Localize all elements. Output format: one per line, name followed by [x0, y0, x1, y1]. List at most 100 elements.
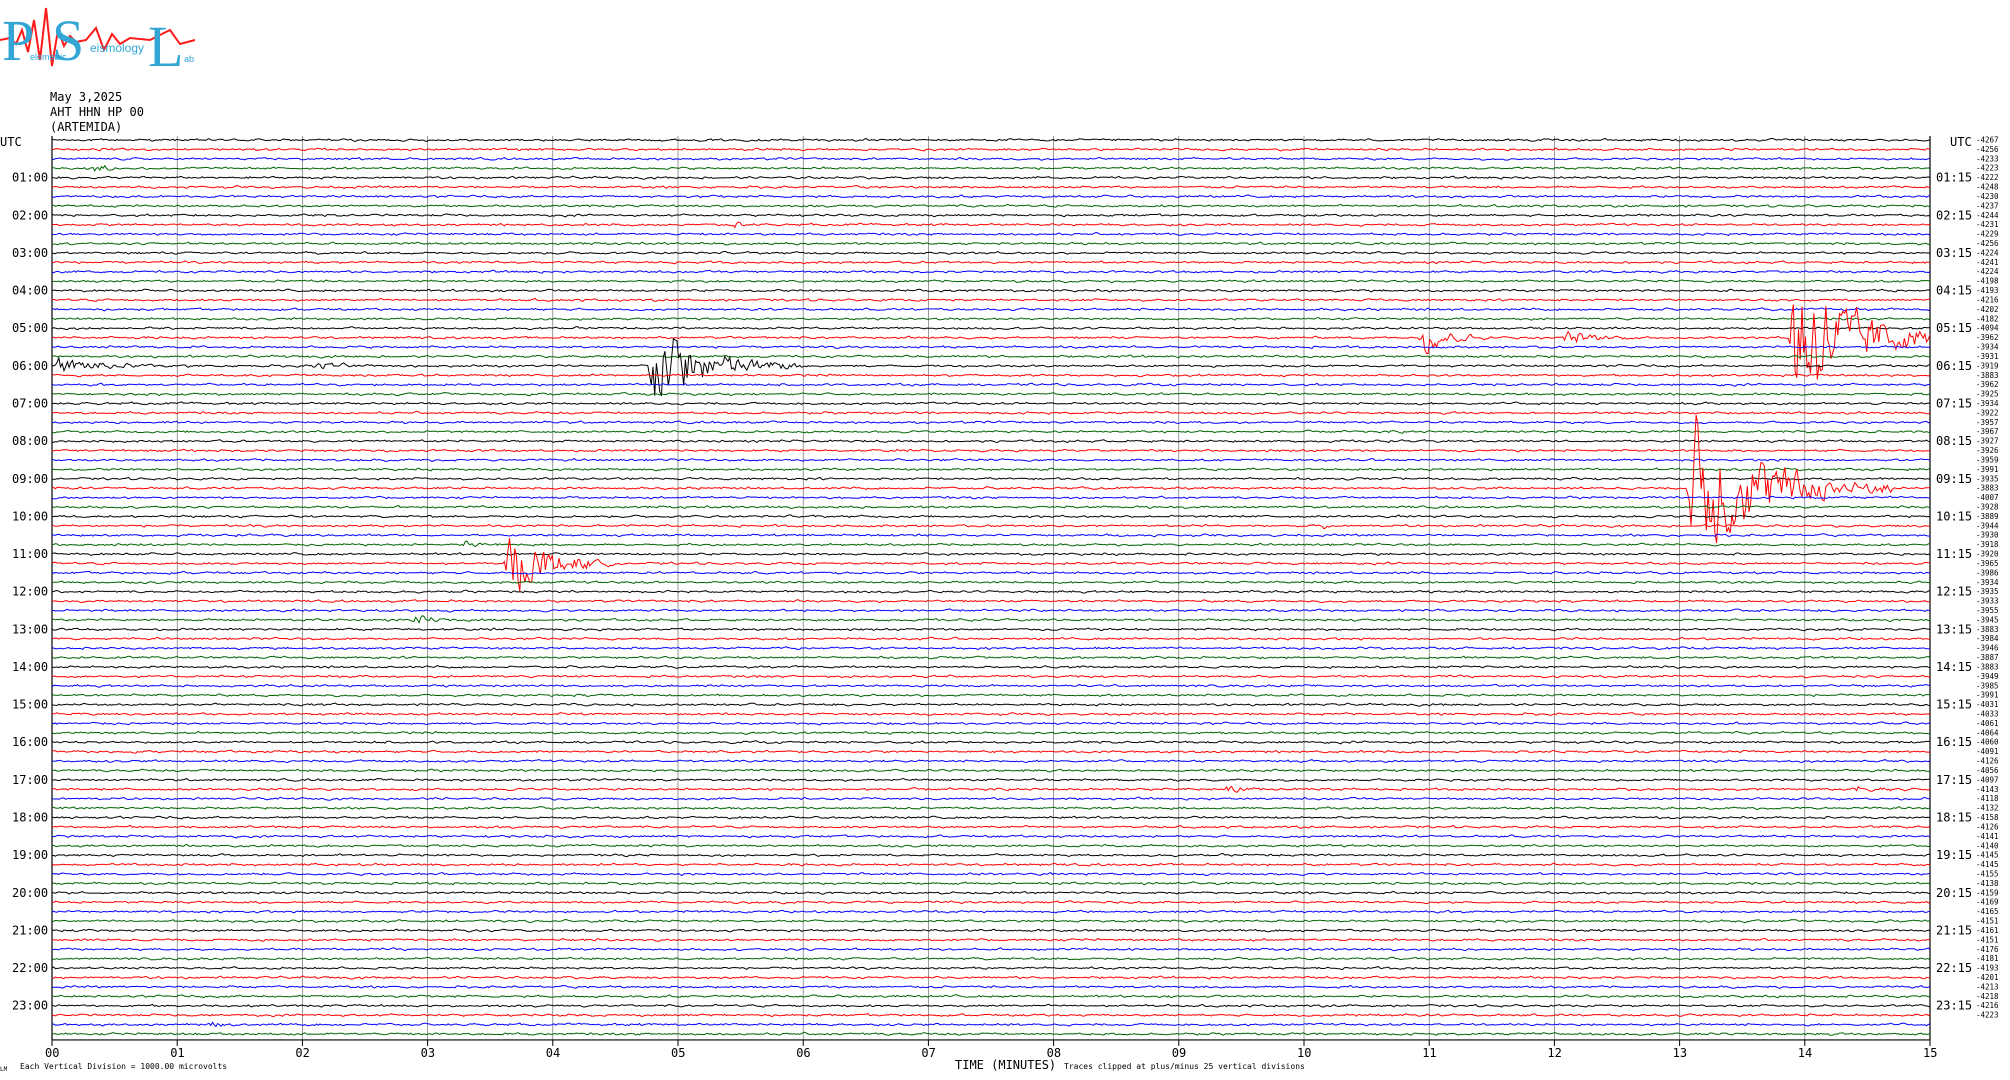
trace-offset-37: -3883	[1976, 484, 1999, 493]
logo-letter-p: P	[2, 8, 34, 73]
right-hour-label-5: 06:15	[1936, 359, 1972, 373]
trace-41	[51, 523, 1931, 530]
left-hour-label-0: 01:00	[12, 171, 48, 185]
x-tick-label-13: 13	[1673, 1046, 1687, 1060]
trace-93	[51, 1013, 1931, 1018]
trace-24	[51, 337, 1931, 396]
trace-20	[51, 326, 1931, 331]
trace-offset-33: -3926	[1976, 446, 1999, 455]
trace-offset-28: -3934	[1976, 399, 1999, 408]
trace-offset-78: -4155	[1976, 869, 1999, 878]
trace-80	[51, 890, 1931, 895]
trace-78	[51, 871, 1931, 877]
trace-28	[51, 401, 1931, 406]
trace-0	[51, 137, 1931, 142]
trace-58	[51, 683, 1931, 688]
trace-53	[51, 636, 1931, 641]
right-hour-label-8: 09:15	[1936, 472, 1972, 486]
trace-offset-43: -3918	[1976, 540, 1999, 549]
right-hour-label-7: 08:15	[1936, 434, 1972, 448]
x-tick-label-11: 11	[1422, 1046, 1436, 1060]
trace-13	[51, 260, 1931, 265]
trace-offset-16: -4193	[1976, 286, 1999, 295]
right-hour-label-14: 15:15	[1936, 698, 1972, 712]
trace-offset-14: -4224	[1976, 267, 1999, 276]
trace-44	[51, 552, 1931, 557]
trace-22	[51, 345, 1931, 349]
trace-48	[51, 589, 1931, 594]
trace-offset-24: -3919	[1976, 361, 1999, 370]
trace-offset-25: -3883	[1976, 371, 1999, 380]
x-tick-label-7: 07	[921, 1046, 935, 1060]
trace-offset-93: -4223	[1976, 1011, 1999, 1020]
trace-offset-3: -4223	[1976, 164, 1999, 173]
clip-note: Traces clipped at plus/minus 25 vertical…	[1064, 1062, 1305, 1071]
trace-offset-84: -4161	[1976, 926, 1999, 935]
trace-offset-23: -3931	[1976, 352, 1999, 361]
right-hour-label-9: 10:15	[1936, 509, 1972, 523]
trace-offset-80: -4159	[1976, 888, 1999, 897]
trace-63	[51, 730, 1931, 735]
trace-offset-66: -4126	[1976, 757, 1999, 766]
logo-wave-icon	[0, 7, 196, 67]
right-hour-label-22: 23:15	[1936, 999, 1972, 1013]
trace-offset-77: -4145	[1976, 860, 1999, 869]
trace-6	[51, 194, 1931, 199]
right-hour-label-21: 22:15	[1936, 961, 1972, 975]
trace-offset-74: -4141	[1976, 832, 1999, 841]
trace-offset-64: -4060	[1976, 738, 1999, 747]
trace-4	[52, 175, 1931, 180]
trace-79	[51, 881, 1931, 886]
trace-81	[51, 900, 1931, 905]
x-axis: 00 01 02 03 04 05 06 07 08 09 10 11 12 13 14 15	[45, 1039, 1937, 1060]
trace-offset-47: -3934	[1976, 578, 1999, 587]
left-hour-label-11: 12:00	[12, 585, 48, 599]
trace-67	[51, 768, 1931, 773]
trace-offset-38: -4007	[1976, 493, 1999, 502]
trace-offset-82: -4165	[1976, 907, 1999, 916]
trace-offset-53: -3984	[1976, 634, 1999, 643]
trace-offset-column: -4267-4256-4233-4223-4222-4248-4230-4237…	[1976, 136, 1999, 1020]
right-hour-label-20: 21:15	[1936, 923, 1972, 937]
trace-43	[51, 540, 1931, 547]
trace-offset-59: -3991	[1976, 691, 1999, 700]
trace-offset-19: -4182	[1976, 314, 1999, 323]
trace-offset-6: -4230	[1976, 192, 1999, 201]
trace-offset-90: -4213	[1976, 982, 1999, 991]
left-hour-label-14: 15:00	[12, 698, 48, 712]
trace-65	[51, 749, 1931, 754]
trace-34	[51, 458, 1931, 462]
trace-72	[51, 815, 1931, 820]
trace-39	[51, 505, 1931, 510]
trace-90	[51, 984, 1931, 989]
trace-offset-30: -3957	[1976, 418, 1999, 427]
trace-36	[51, 476, 1931, 481]
trace-50	[51, 608, 1931, 613]
trace-offset-69: -4143	[1976, 785, 1999, 794]
right-hour-label-11: 12:15	[1936, 585, 1972, 599]
trace-offset-86: -4176	[1976, 945, 1999, 954]
trace-62	[51, 721, 1931, 726]
seismic-traces	[51, 137, 1931, 1036]
x-tick-label-12: 12	[1547, 1046, 1561, 1060]
trace-offset-34: -3959	[1976, 455, 1999, 464]
x-axis-title: TIME (MINUTES)	[955, 1058, 1056, 1072]
trace-16	[51, 288, 1931, 293]
trace-offset-20: -4094	[1976, 324, 1999, 333]
trace-offset-32: -3927	[1976, 437, 1999, 446]
logo-letter-l: L	[148, 14, 183, 78]
trace-86	[52, 947, 1931, 952]
channel-id: AHT HHN HP 00	[50, 105, 144, 119]
trace-91	[51, 994, 1931, 999]
trace-7	[51, 203, 1931, 208]
trace-offset-36: -3935	[1976, 474, 1999, 483]
x-tick-label-4: 04	[546, 1046, 560, 1060]
trace-3	[51, 164, 1931, 172]
trace-60	[51, 702, 1931, 707]
trace-offset-1: -4256	[1976, 145, 1999, 154]
left-hour-label-8: 09:00	[12, 472, 48, 486]
trace-offset-52: -3883	[1976, 625, 1999, 634]
trace-offset-50: -3955	[1976, 606, 1999, 615]
trace-26	[51, 382, 1931, 387]
